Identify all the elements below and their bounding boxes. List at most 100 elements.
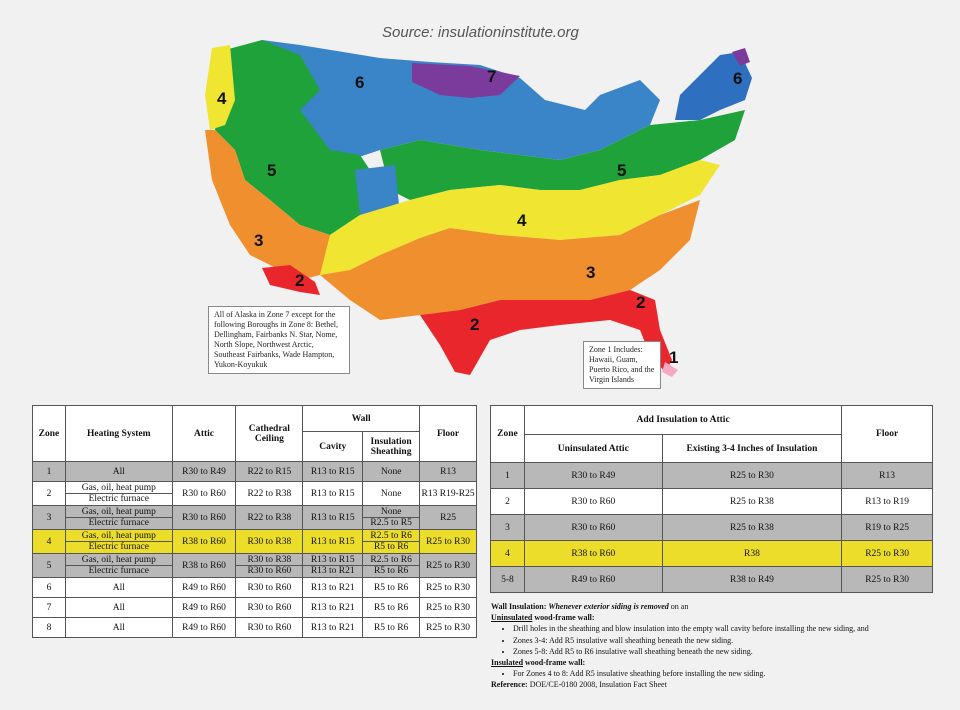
t1-cell-cavity: R13 to R15 R13 to R21 [302, 553, 364, 578]
zone-label-2-south: 2 [470, 315, 479, 334]
t1-cell-heating: All [64, 597, 173, 618]
t1-cell-heating: All [64, 577, 173, 598]
note-bullet-1: Drill holes in the sheathing and blow in… [513, 623, 931, 634]
t1-cell-heating-line: Gas, oil, heat pump [81, 507, 156, 517]
t1-cell-sheathing-line: R5 to R6 [363, 565, 420, 576]
t1-cell-cathedral: R30 to R38 [235, 529, 304, 554]
t1-header-cavity: Cavity [302, 431, 364, 462]
t1-cell-floor: R25 to R30 [419, 617, 477, 638]
t2-cell-floor: R25 to R30 [841, 566, 933, 593]
zone-3-region-south [320, 200, 700, 320]
zone-1-region-florida [662, 362, 678, 377]
t1-cell-zone: 3 [32, 505, 66, 530]
alaska-note: All of Alaska in Zone 7 except for the f… [208, 306, 350, 374]
t1-cell-zone: 6 [32, 577, 66, 598]
t1-cell-sheathing-line: None [380, 507, 402, 517]
t1-cell-floor: R13 R19-R25 [419, 481, 477, 506]
t1-cell-attic: R30 to R49 [171, 461, 237, 482]
t1-cell-heating: Gas, oil, heat pump Electric furnace [64, 529, 173, 554]
zone-6-region-north [262, 40, 660, 170]
t1-cell-floor: R25 to R30 [419, 553, 477, 578]
t1-cell-zone: 8 [32, 617, 66, 638]
t2-cell-floor: R25 to R30 [841, 540, 933, 567]
t1-cell-cathedral-line: R22 to R15 [247, 466, 292, 477]
t1-header-heating: Heating System [64, 405, 173, 462]
t2-cell-existing: R25 to R38 [661, 514, 843, 541]
zone-2-region-west [262, 265, 320, 295]
t2-row: 2 R30 to R60 R25 to R38 R13 to R19 [490, 488, 933, 515]
t2-header-zone: Zone [490, 405, 525, 463]
t1-cell-floor: R25 to R30 [419, 577, 477, 598]
t1-cell-cavity: R13 to R15 [302, 505, 364, 530]
t1-cell-zone: 7 [32, 597, 66, 618]
t1-row: 1 All R30 to R49 R22 to R15 R13 to R15 None R1… [32, 461, 477, 482]
t1-cell-cathedral: R30 to R60 [235, 617, 304, 638]
uninsulated-rest: wood-frame wall: [534, 613, 595, 623]
t2-cell-zone: 4 [490, 540, 525, 567]
t2-row: 3 R30 to R60 R25 to R38 R19 to R25 [490, 514, 933, 541]
zone-label-1-florida: 1 [669, 348, 678, 367]
t1-cell-cathedral: R30 to R38 R30 to R60 [235, 553, 304, 578]
zone-label-4-northwest: 4 [217, 89, 227, 108]
t1-cell-sheathing: R2.5 to R6 R5 to R6 [362, 529, 421, 554]
zone-label-5-east: 5 [617, 161, 626, 180]
zone-label-6-northeast: 6 [733, 69, 742, 88]
t1-cell-sheathing-line: None [380, 488, 402, 499]
t1-cell-sheathing-line: R5 to R6 [363, 541, 420, 552]
t1-cell-heating-line: Electric furnace [65, 541, 172, 552]
t1-cell-heating-line: Electric furnace [65, 493, 172, 504]
t1-row: 4 Gas, oil, heat pump Electric furnace R38 … [32, 529, 477, 554]
t1-header-floor: Floor [419, 405, 477, 462]
t1-header-attic: Attic [171, 405, 237, 462]
t1-cell-attic: R49 to R60 [171, 577, 237, 598]
t1-cell-cathedral: R30 to R60 [235, 577, 304, 598]
t1-cell-attic: R38 to R60 [171, 553, 237, 578]
t1-cell-cavity: R13 to R21 [302, 597, 364, 618]
reference-label: Reference: [491, 680, 528, 690]
t2-cell-floor: R19 to R25 [841, 514, 933, 541]
climate-zone-map: 4 6 7 6 5 5 4 3 2 3 2 2 1 [205, 40, 752, 377]
insulation-table-new-construction: Zone Heating System Attic Cathedral Ceil… [32, 405, 477, 638]
t2-cell-uninsulated: R38 to R60 [523, 540, 663, 567]
t1-cell-cathedral-line: R30 to R38 [247, 536, 292, 547]
t2-row: 4 R38 to R60 R38 R25 to R30 [490, 540, 933, 567]
t1-cell-attic: R49 to R60 [171, 597, 237, 618]
t1-cell-sheathing: None [362, 461, 421, 482]
t1-cell-heating-line: All [112, 582, 125, 593]
wall-title: Wall Insulation: [491, 602, 547, 611]
zone-label-4-central: 4 [517, 211, 527, 230]
t1-cell-sheathing-line: R5 to R6 [373, 602, 409, 613]
t2-cell-zone: 1 [490, 462, 525, 489]
t1-header-zone: Zone [32, 405, 66, 462]
note-bullet-2: Zones 3-4: Add R5 insulative wall sheath… [513, 635, 931, 646]
t1-cell-cavity-line: R13 to R15 [310, 536, 355, 547]
insulated-rest: wood-frame wall: [525, 658, 586, 668]
t2-cell-floor: R13 [841, 462, 933, 489]
t1-cell-sheathing: R5 to R6 [362, 577, 421, 598]
t1-cell-zone: 4 [32, 529, 66, 554]
t1-cell-sheathing: None [362, 481, 421, 506]
t2-header-uninsulated: Uninsulated Attic [523, 434, 663, 463]
t2-cell-existing: R25 to R38 [661, 488, 843, 515]
t2-header-add: Add Insulation to Attic [523, 405, 843, 435]
reference-text: DOE/CE-0180 2008, Insulation Fact Sheet [529, 680, 667, 690]
t1-cell-heating: Gas, oil, heat pump Electric furnace [64, 505, 173, 530]
t1-cell-cathedral: R22 to R38 [235, 481, 304, 506]
t1-cell-heating-line: All [112, 466, 125, 477]
t1-row: 8 All R49 to R60 R30 to R60 R13 to R21 R5 to … [32, 617, 477, 638]
t1-cell-cavity-line: R13 to R15 [310, 466, 355, 477]
zone-5-region-west [215, 40, 380, 235]
t1-row: 3 Gas, oil, heat pump Electric furnace R30 … [32, 505, 477, 530]
t1-row: 5 Gas, oil, heat pump Electric furnace R38 … [32, 553, 477, 578]
source-credit: Source: insulationinstitute.org [382, 24, 579, 41]
t1-cell-cavity: R13 to R21 [302, 617, 364, 638]
t1-header-cathedral: Cathedral Ceiling [235, 405, 304, 462]
t1-cell-cavity-line: R13 to R21 [310, 622, 355, 633]
t1-cell-cavity-line: R13 to R15 [310, 512, 355, 523]
t1-cell-floor: R13 [419, 461, 477, 482]
t1-cell-floor: R25 to R30 [419, 597, 477, 618]
t1-cell-sheathing-line: R5 to R6 [373, 582, 409, 593]
t1-cell-heating: All [64, 617, 173, 638]
t1-cell-heating-line: Electric furnace [65, 517, 172, 528]
zone-7-region-maine [732, 48, 750, 66]
